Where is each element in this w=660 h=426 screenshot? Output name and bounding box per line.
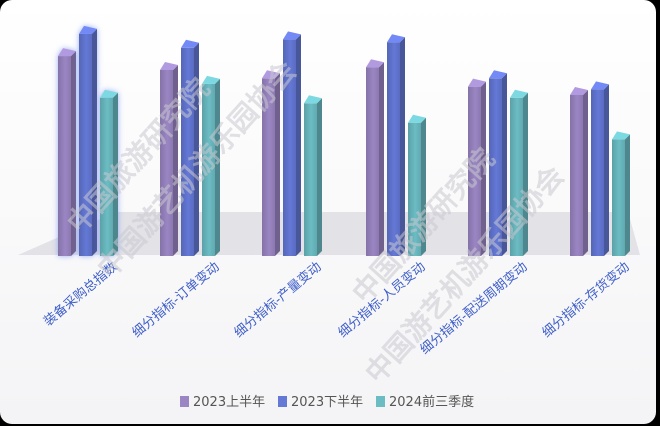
bar-0-2 [100, 89, 118, 256]
bar-5-2 [612, 131, 630, 256]
bar-1-0 [160, 61, 178, 256]
legend-swatch [376, 396, 385, 407]
bar-3-0 [366, 59, 384, 257]
legend-label: 2023上半年 [193, 395, 265, 410]
legend-label: 2024前三季度 [389, 394, 474, 410]
bar-1-1 [181, 39, 199, 256]
category-label: 细分指标-产量变动 [231, 259, 325, 341]
bar-5-1 [591, 81, 609, 256]
bar-4-2 [510, 89, 528, 256]
bar-3-2 [408, 114, 426, 257]
legend-swatch [180, 396, 189, 407]
bar-0-0 [58, 48, 76, 256]
bar-0-1 [79, 25, 97, 256]
bar-2-2 [304, 95, 322, 256]
legend-item-2: 2024前三季度 [376, 394, 474, 410]
bar-5-0 [570, 86, 588, 256]
bar-2-0 [262, 70, 280, 257]
bar-2-1 [283, 31, 301, 256]
legend-swatch [278, 396, 287, 407]
legend-item-1: 2023下半年 [278, 395, 363, 410]
legend-label: 2023下半年 [291, 395, 363, 410]
category-label: 细分指标-订单变动 [129, 259, 223, 341]
category-label: 细分指标-存货变动 [539, 259, 633, 341]
legend-item-0: 2023上半年 [180, 395, 265, 410]
bar-3-1 [387, 34, 405, 257]
bar-1-2 [202, 75, 220, 256]
bar-4-0 [468, 78, 486, 257]
bar-4-1 [489, 70, 507, 257]
